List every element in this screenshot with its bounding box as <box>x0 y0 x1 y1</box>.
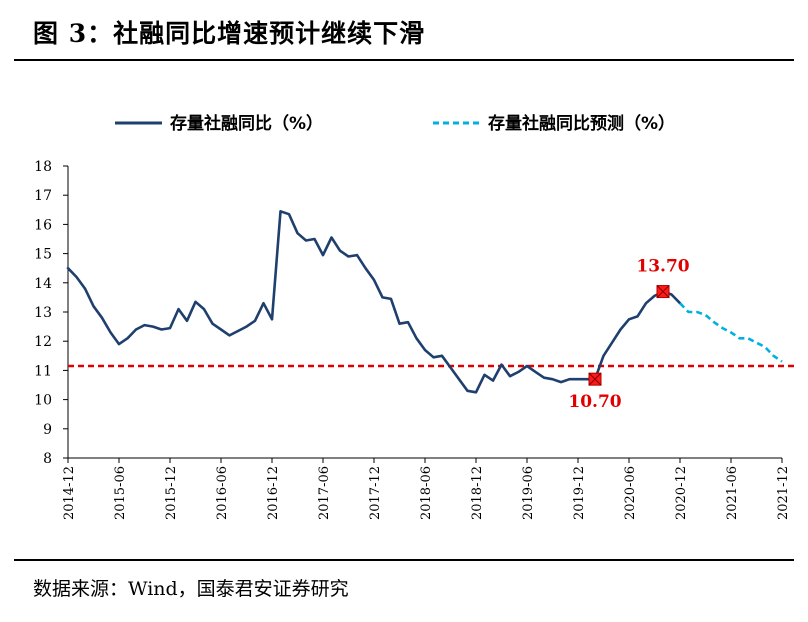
y-tick-label: 11 <box>34 363 52 379</box>
x-tick-label: 2017-12 <box>368 466 383 520</box>
x-tick-label: 2015-12 <box>164 466 179 520</box>
x-tick-label: 2021-12 <box>776 466 791 520</box>
top-rule <box>14 59 794 61</box>
y-tick-label: 18 <box>34 159 52 175</box>
x-tick-label: 2020-06 <box>623 466 638 520</box>
y-tick-label: 12 <box>34 334 52 350</box>
x-tick-label: 2015-06 <box>113 466 128 520</box>
x-tick-label: 2016-12 <box>266 466 281 520</box>
legend: 存量社融同比（%） 存量社融同比预测（%） <box>115 113 675 134</box>
x-tick-label: 2014-12 <box>62 466 77 520</box>
series-line-actual <box>66 210 682 394</box>
bottom-rule <box>14 559 794 561</box>
y-tick-label: 8 <box>43 451 52 467</box>
y-tick-label: 16 <box>34 217 52 233</box>
data-label: 10.70 <box>568 392 621 412</box>
y-tick-label: 13 <box>34 305 52 321</box>
x-tick-label: 2018-06 <box>419 466 434 520</box>
series-line-forecast <box>679 302 783 363</box>
y-tick-label: 9 <box>43 422 52 438</box>
marker-cross <box>588 372 602 386</box>
highlight-layer: 10.70 13.70 <box>568 257 689 413</box>
axes: 8 9 10 11 12 13 14 15 16 17 18 2014-12 2015-06 2015-1… <box>34 159 791 520</box>
chart: 存量社融同比（%） 存量社融同比预测（%） 8 9 10 11 12 13 14 15 16 17 1… <box>34 113 796 520</box>
x-tick-label: 2020-12 <box>674 466 689 520</box>
highlight-marker <box>656 285 670 299</box>
y-tick-label: 14 <box>34 276 52 292</box>
data-label: 13.70 <box>636 257 689 277</box>
series-layer <box>66 210 783 394</box>
x-tick-label: 2016-06 <box>215 466 230 520</box>
x-tick-label: 2019-06 <box>521 466 536 520</box>
marker-cross <box>656 285 670 298</box>
y-tick-label: 15 <box>34 247 52 263</box>
x-tick-label: 2017-06 <box>317 466 332 520</box>
x-tick-label: 2018-12 <box>470 466 485 520</box>
legend-label: 存量社融同比预测（%） <box>488 113 675 134</box>
y-tick-label: 10 <box>34 393 52 409</box>
highlight-marker <box>588 372 602 386</box>
y-tick-label: 17 <box>34 188 52 204</box>
source-note: 数据来源：Wind，国泰君安证券研究 <box>33 578 349 600</box>
x-tick-label: 2021-06 <box>725 466 740 520</box>
figure-title: 图 3：社融同比增速预计继续下滑 <box>33 19 426 48</box>
x-tick-label: 2019-12 <box>572 466 587 520</box>
legend-label: 存量社融同比（%） <box>170 113 323 134</box>
